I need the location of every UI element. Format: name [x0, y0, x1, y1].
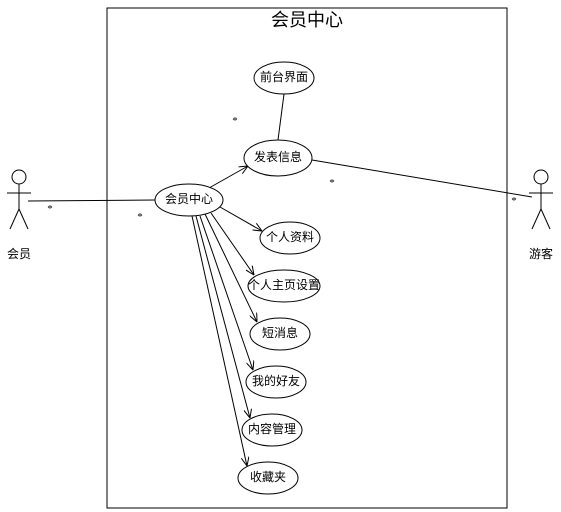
- actor-visitor: 游客: [529, 170, 553, 261]
- usecase-label: 会员中心: [165, 191, 213, 206]
- usecase-profile: 个人资料: [260, 222, 320, 254]
- association-line: [28, 200, 155, 201]
- association-line: [278, 94, 284, 140]
- multiplicity-label: *: [329, 177, 335, 189]
- actor-leg-left: [10, 209, 19, 229]
- usecase-diagram: 会员中心前台界面发表信息会员中心个人资料个人主页设置短消息我的好友内容管理收藏夹…: [0, 0, 561, 512]
- dependency-arrow: [200, 216, 253, 370]
- multiplicity-label: *: [511, 195, 517, 207]
- multiplicity-label: *: [232, 115, 238, 127]
- actor-label: 游客: [529, 246, 553, 261]
- usecase-label: 发表信息: [254, 149, 302, 164]
- multiplicity-label: *: [47, 203, 53, 215]
- usecase-front_ui: 前台界面: [254, 62, 314, 94]
- usecase-label: 收藏夹: [250, 470, 286, 484]
- usecase-short_msg: 短消息: [250, 318, 310, 350]
- actor-leg-left: [532, 209, 541, 229]
- usecase-label: 内容管理: [248, 421, 296, 436]
- usecase-post_info: 发表信息: [244, 140, 312, 176]
- usecase-label: 个人资料: [266, 230, 314, 244]
- multiplicity-label: *: [137, 211, 143, 223]
- usecase-homepage_set: 个人主页设置: [248, 270, 320, 302]
- usecase-label: 我的好友: [252, 373, 300, 388]
- dependency-arrow: [196, 216, 250, 418]
- actor-head-icon: [12, 170, 26, 184]
- actor-head-icon: [534, 170, 548, 184]
- actor-leg-right: [19, 209, 28, 229]
- usecase-label: 个人主页设置: [248, 278, 320, 292]
- system-title: 会员中心: [271, 10, 343, 30]
- actor-label: 会员: [7, 247, 31, 261]
- dependency-arrow: [220, 207, 262, 231]
- usecase-label: 前台界面: [260, 69, 308, 84]
- usecase-favorites: 收藏夹: [238, 462, 298, 494]
- usecase-label: 短消息: [262, 325, 298, 340]
- actor-leg-right: [541, 209, 550, 229]
- usecase-center_node: 会员中心: [155, 184, 223, 216]
- association-line: [312, 160, 532, 197]
- dependency-arrow: [209, 166, 248, 188]
- actor-member: 会员: [7, 170, 31, 261]
- usecase-content_mgmt: 内容管理: [242, 414, 302, 446]
- usecase-my_friends: 我的好友: [246, 366, 306, 398]
